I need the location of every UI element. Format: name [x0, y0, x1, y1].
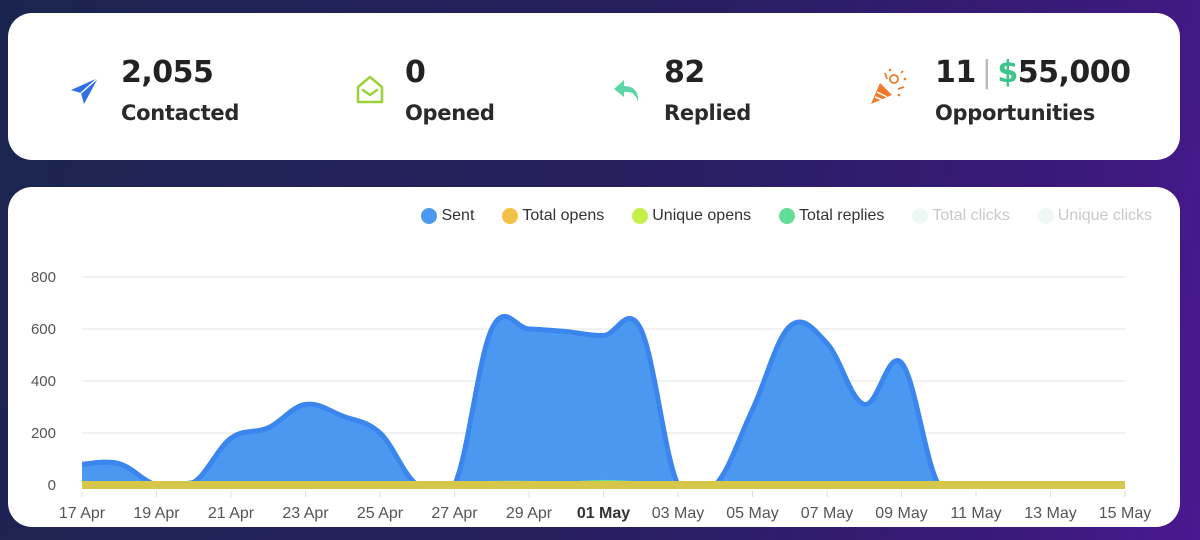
- currency-symbol: $: [997, 55, 1018, 90]
- x-tick-label: 27 Apr: [431, 505, 478, 522]
- legend-dot: [502, 208, 519, 224]
- y-tick-label: 400: [31, 373, 56, 390]
- x-tick-label: 07 May: [801, 505, 853, 522]
- party-popper-icon: [871, 68, 907, 104]
- legend-label: Total opens: [522, 207, 605, 224]
- x-tick-label: 15 May: [1099, 505, 1151, 522]
- stat-value: 82: [664, 55, 705, 90]
- y-tick-label: 0: [48, 477, 56, 494]
- legend-item-sent[interactable]: Sent: [421, 207, 474, 225]
- x-tick-label: 05 May: [726, 505, 778, 522]
- legend-item-unique-opens[interactable]: Unique opens: [632, 207, 751, 225]
- y-tick-label: 600: [31, 321, 56, 338]
- x-tick-label: 13 May: [1024, 505, 1076, 522]
- legend-label: Sent: [441, 207, 475, 224]
- x-tick-label: 19 Apr: [133, 505, 180, 522]
- area-sent: [82, 316, 1125, 485]
- chart-legend: Sent Total opens Unique opens Total replies…: [421, 207, 1152, 225]
- x-tick-label: 21 Apr: [208, 505, 255, 522]
- opportunity-amount: 55,000: [1017, 55, 1131, 90]
- x-tick-label: 29 Apr: [506, 505, 553, 522]
- legend-label: Unique clicks: [1057, 207, 1152, 224]
- stat-label: Opened: [405, 101, 495, 125]
- legend-label: Unique opens: [652, 207, 751, 224]
- chart-card: Sent Total opens Unique opens Total replies…: [8, 187, 1180, 527]
- legend-dot: [779, 208, 795, 224]
- y-tick-label: 800: [31, 269, 56, 286]
- separator: |: [981, 55, 992, 90]
- legend-label: Total clicks: [932, 207, 1010, 224]
- x-tick-label: 03 May: [652, 505, 704, 522]
- legend-item-total-opens[interactable]: Total opens: [502, 207, 604, 225]
- stat-label: Contacted: [121, 101, 240, 125]
- area-chart: 0 200 400 600 800 17 Apr 19 Apr 21 Apr 23 Apr 25 …: [31, 269, 1151, 522]
- x-tick-label: 17 Apr: [59, 505, 106, 522]
- legend-item-unique-clicks[interactable]: Unique clicks: [1037, 207, 1152, 225]
- legend-dot: [421, 208, 438, 224]
- stat-value: 2,055: [121, 55, 214, 90]
- x-tick-label: 11 May: [950, 505, 1001, 522]
- reply-arrow-icon: [614, 80, 639, 102]
- stat-label: Replied: [664, 101, 752, 125]
- x-tick-label: 25 Apr: [357, 505, 404, 522]
- legend-label: Total replies: [799, 207, 885, 224]
- x-tick-label: 01 May: [577, 505, 630, 522]
- stat-label: Opportunities: [935, 101, 1095, 125]
- opportunity-count: 11: [935, 55, 976, 90]
- legend-item-total-clicks[interactable]: Total clicks: [912, 207, 1010, 225]
- stat-value: 0: [405, 55, 426, 90]
- x-tick-label: 09 May: [875, 505, 927, 522]
- open-envelope-icon: [356, 75, 384, 104]
- legend-dot: [632, 208, 649, 224]
- y-tick-label: 200: [31, 425, 56, 442]
- stat-value: 11 | $55,000: [935, 55, 1131, 90]
- stats-card: 2,055 Contacted 0 Opened 82 Replied 11 | $…: [8, 13, 1180, 160]
- legend-dot: [1037, 208, 1054, 224]
- x-tick-label: 23 Apr: [282, 505, 329, 522]
- paper-plane-icon: [71, 77, 99, 104]
- legend-item-total-replies[interactable]: Total replies: [779, 207, 884, 225]
- legend-dot: [912, 208, 929, 224]
